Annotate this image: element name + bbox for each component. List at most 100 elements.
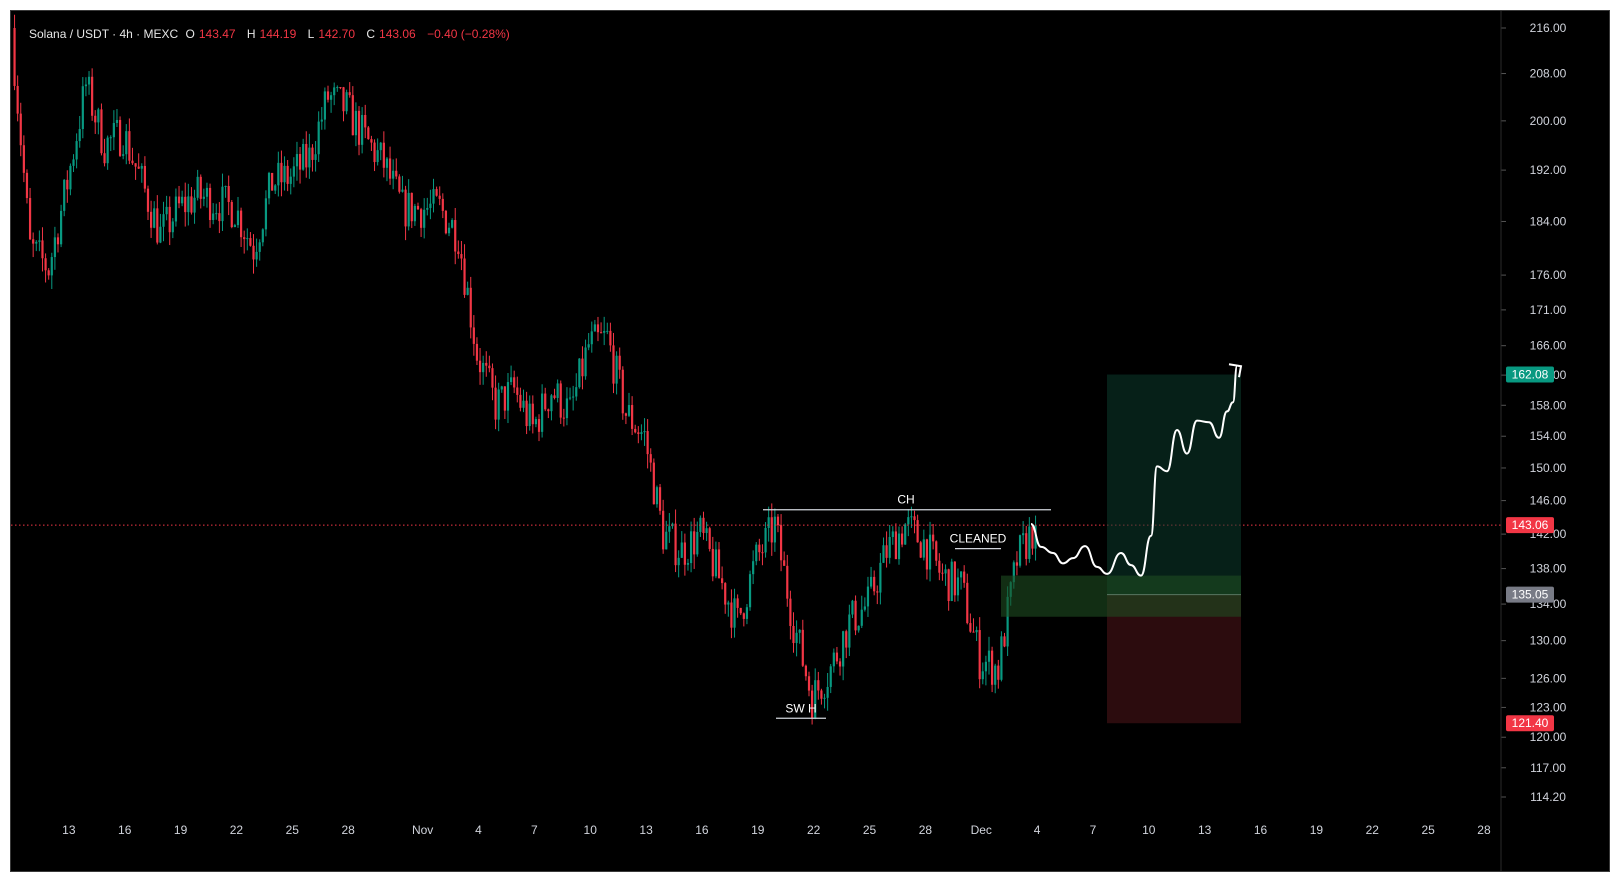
candle-body [522,400,525,408]
x-tick-label: 10 [1142,823,1156,837]
candle-body [966,582,969,624]
candle-body [869,576,873,587]
candle-body [755,544,758,562]
cleaned-label: CLEANED [950,532,1007,546]
candle-body [87,76,91,85]
candle-body [550,395,553,412]
candle-body [823,697,826,699]
candle-body [631,405,634,429]
candle-body [339,87,342,89]
candle-body [370,139,373,143]
x-tick-label: 19 [1310,823,1324,837]
candle-body [466,287,469,295]
candle-body [373,142,376,163]
y-tick-label: 114.20 [1530,790,1566,804]
candle-body [997,665,1000,680]
symbol-legend: Solana / USDT · 4h · MEXC O 143.47 H 144.1… [29,27,514,41]
candle-body [230,202,233,228]
ch-label: CH [897,493,914,507]
candle-body [901,533,904,545]
candle-body [547,409,550,412]
candle-body [435,189,438,196]
candle-body [398,176,401,192]
candle-body [314,154,317,160]
y-tick-label: 146.00 [1530,494,1567,508]
entry-price-tag: 135.05 [1512,588,1549,602]
candle-body [53,237,56,258]
candle-body [947,569,950,601]
candle-body [689,531,693,564]
candle-body [100,109,103,154]
x-tick-label: 28 [919,823,933,837]
candle-body [516,387,519,395]
candle-body [264,198,268,230]
candle-body [246,238,249,240]
candle-body [426,207,429,210]
candle-body [308,147,311,168]
candle-body [333,87,336,96]
candle-body [162,214,165,227]
y-tick-label: 150.00 [1530,461,1567,475]
candle-body [531,403,534,425]
candle-body [916,520,919,543]
candle-body [137,166,140,169]
candle-body [118,119,122,156]
candle-body [668,526,671,532]
candle-body [537,419,541,432]
candle-body [752,561,755,575]
candle-body [680,542,683,558]
x-tick-label: 22 [230,823,244,837]
candle-body [994,665,997,685]
candle-body [978,630,981,680]
candle-body [438,195,441,199]
candle-body [873,576,876,592]
candle-body [665,531,668,550]
candle-body [674,523,677,566]
candle-body [854,600,857,631]
y-tick-label: 216.00 [1530,21,1567,35]
candle-body [451,220,454,228]
candle-body [941,572,944,574]
x-tick-label: 19 [174,823,188,837]
high-value: H 144.19 [246,27,297,41]
x-tick-label: 13 [1198,823,1212,837]
candle-body [590,331,593,345]
candle-body [283,165,286,183]
candle-body [866,586,870,607]
candle-body [165,206,168,215]
candle-body [193,197,196,213]
candle-body [649,454,652,463]
price-chart[interactable]: 216.00 208.00 200.00 192.00 184.00 176.00 171.… [11,11,1609,871]
candle-body [987,650,991,662]
candle-body [634,428,637,433]
candle-body [357,110,361,145]
candle-body [1012,562,1015,583]
candle-body [146,188,150,212]
candle-body [773,516,776,543]
candle-body [637,432,640,434]
candle-body [593,324,596,332]
candle-body [907,517,910,525]
candle-body [742,613,745,619]
y-tick-label: 120.00 [1530,730,1567,744]
candle-body [215,213,218,215]
candle-body [559,383,562,418]
candle-body [379,142,382,151]
x-tick-label: 13 [62,823,76,837]
candle-body [928,534,932,570]
candle-body [910,516,913,518]
candle-body [758,544,761,553]
candle-body [354,110,358,136]
x-tick-label: 22 [1366,823,1380,837]
candle-body [509,377,513,383]
candle-body [652,462,655,505]
candle-body [258,242,261,252]
x-tick-label: 13 [639,823,653,837]
candle-body [727,602,730,605]
candle-body [618,355,621,370]
candle-body [286,165,289,184]
last-price-tag-bg [1506,517,1554,534]
candle-body [981,671,984,680]
candle-body [525,400,528,427]
candle-body [770,517,773,543]
